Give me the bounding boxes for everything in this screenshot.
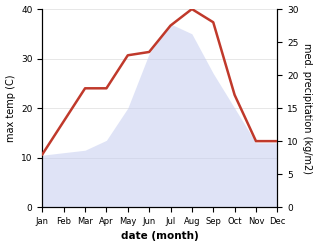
X-axis label: date (month): date (month): [121, 231, 199, 242]
Y-axis label: max temp (C): max temp (C): [5, 74, 16, 142]
Y-axis label: med. precipitation (kg/m2): med. precipitation (kg/m2): [302, 43, 313, 174]
